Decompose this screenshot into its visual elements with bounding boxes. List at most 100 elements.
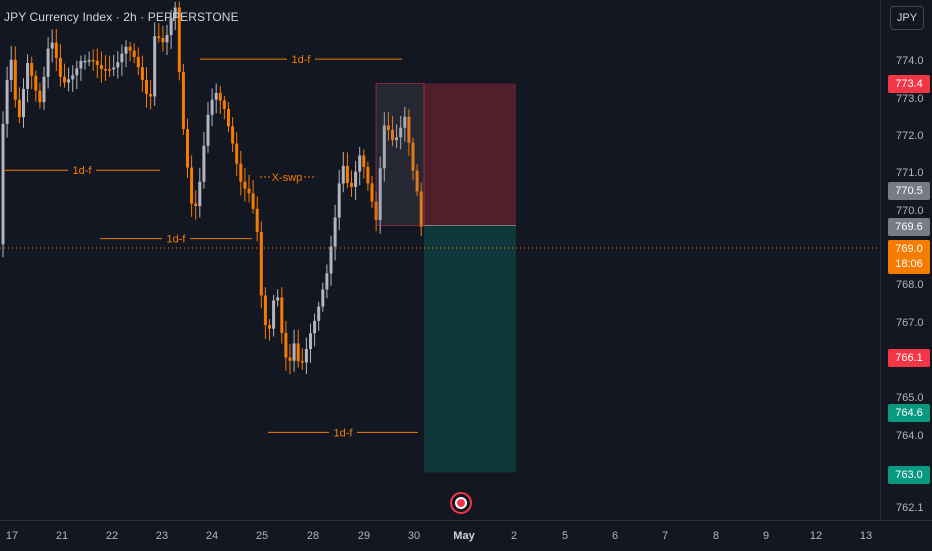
time-tick: 8 [712,530,720,542]
candle-body [354,171,358,187]
candle-body [186,129,189,168]
candle-body [395,137,399,141]
candle-body [325,273,329,290]
price-tick: 772.0 [896,130,924,142]
candle-body [181,72,185,130]
candle-body [34,75,38,91]
candle-body [67,79,71,83]
candle-body [370,183,374,202]
candle-body [329,246,333,274]
price-tick: 770.0 [896,205,924,217]
take-profit-badge: 763.0 [888,466,930,484]
candle-body [26,63,30,89]
candle-body [79,60,83,69]
candle-body [272,300,276,329]
candle-body [169,17,173,36]
candle-body [112,67,116,70]
candle-body [22,88,25,118]
candle-body [194,203,198,207]
candle-body [210,99,214,115]
stop-loss-badge: 773.4 [888,75,930,93]
price-tick: 767.0 [896,317,924,329]
candle-body [63,76,66,83]
time-axis[interactable]: 17 21 22 23 24 25 28 29 30 May 2 5 6 7 8… [0,520,932,551]
candle-body [87,60,91,62]
candle-body [71,75,75,80]
candle-body [50,42,54,49]
time-tick: 22 [105,530,119,542]
candle-body [333,217,337,247]
candle-body [206,114,210,146]
candle-body [108,69,112,71]
candle-body [128,46,132,51]
current-price-badge: 769.0 18:06 [888,240,930,274]
candle-body [415,170,419,192]
candle-body [317,306,321,321]
candle-body [280,297,284,333]
candle-body [366,166,370,184]
candle-body [304,349,308,363]
candle-body [140,67,144,80]
sweep-label: X-swp [272,172,303,184]
current-price-value: 769.0 [895,243,923,255]
candle-body [132,50,136,58]
candle-body [157,36,161,38]
candle-body [222,100,226,109]
level-label: 1d-f [73,165,93,177]
time-tick: 17 [5,530,19,542]
currency-button[interactable]: JPY [890,6,924,30]
chart-area[interactable]: 1d-f 1d-f 1d-f 1d-f X-swp JPY Currency Index… [0,0,880,520]
candle-body [350,182,353,187]
symbol-title[interactable]: JPY Currency Index · 2h · PEPPERSTONE [4,10,239,24]
candle-body [214,92,218,100]
time-tick: 29 [357,530,371,542]
price-tick: 764.0 [896,430,924,442]
candle-body [386,125,390,130]
candle-body [243,181,247,189]
level-label: 1d-f [292,54,312,66]
candle-body [231,126,235,144]
candle-body [13,59,17,100]
time-tick: 30 [407,530,421,542]
candle-body [99,64,103,70]
candle-body [75,68,79,76]
candle-body [124,46,128,54]
candle-body [235,143,239,164]
candle-body [268,324,271,329]
economic-event-icon[interactable] [450,492,472,514]
time-tick: 12 [809,530,823,542]
time-tick: 9 [762,530,770,542]
candle-body [5,80,9,124]
candle-body [145,79,148,94]
candle-body [259,231,263,296]
candle-body [419,191,423,227]
candle-body [190,167,194,204]
time-tick: 7 [661,530,669,542]
price-tick: 774.0 [896,55,924,67]
price-tick: 762.1 [896,502,924,514]
level-lines[interactable]: 1d-f 1d-f 1d-f 1d-f X-swp [4,54,418,439]
candle-body [218,92,222,101]
candle-body [313,320,317,334]
candle-body [255,208,259,232]
candle-body [46,48,50,77]
candle-body [341,165,345,184]
bar-countdown: 18:06 [895,258,923,270]
candle-body [251,193,255,209]
candle-body [403,116,407,128]
candle-body [399,127,403,138]
candle-body [227,108,230,127]
price-chart[interactable]: 1d-f 1d-f 1d-f 1d-f X-swp [0,0,880,520]
level-label: 1d-f [167,234,187,246]
candle-body [239,163,243,182]
level-label: 1d-f [334,427,354,439]
target-badge: 764.6 [888,404,930,422]
time-tick: 2 [510,530,518,542]
position-tool[interactable] [0,82,880,473]
candle-body [153,36,157,97]
candle-body [17,99,21,118]
price-tick: 773.0 [896,93,924,105]
candle-body [263,295,267,325]
candle-body [54,42,58,58]
candle-body [42,76,46,103]
